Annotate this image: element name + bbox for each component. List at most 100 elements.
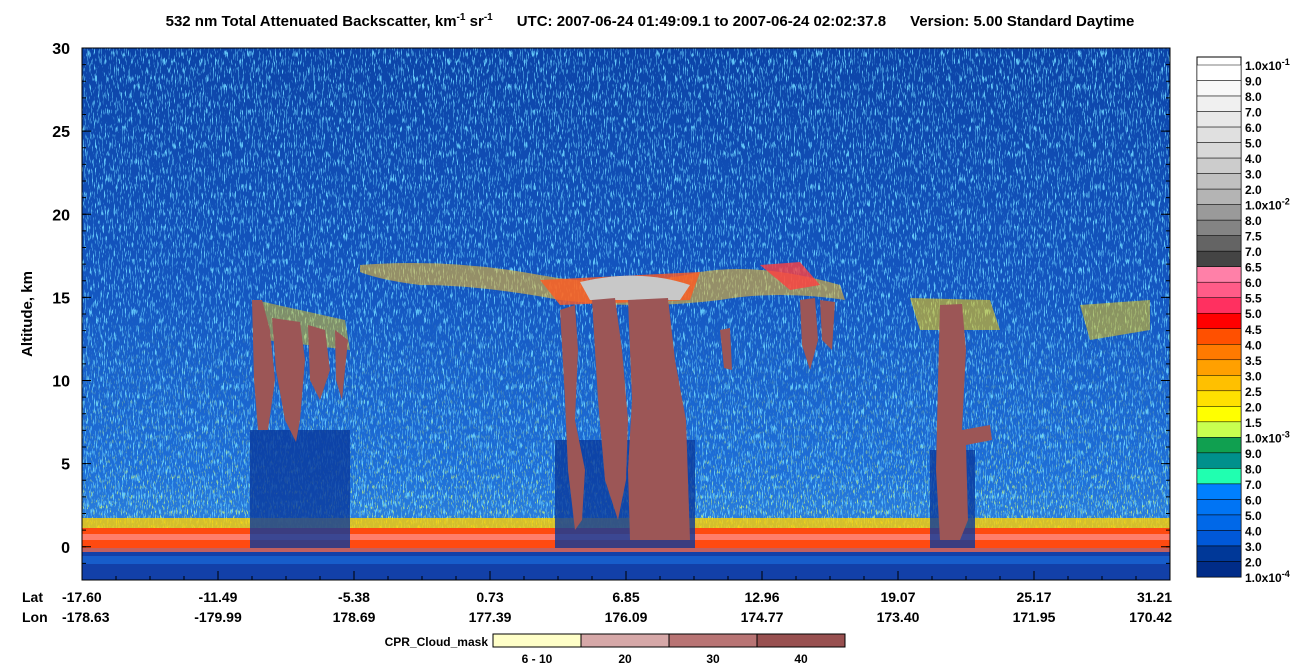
colorbar-swatch [1196, 344, 1242, 361]
colorbar-swatch [1196, 545, 1242, 562]
colorbar-label-base: 1.0x10 [1245, 59, 1282, 73]
colorbar-label: 1.5 [1245, 416, 1262, 430]
colorbar-swatch [1196, 219, 1242, 236]
colorbar-label-base: 1.0x10 [1245, 199, 1282, 213]
colorbar-label: 6.0 [1245, 276, 1262, 290]
y-axis-label: Altitude, km [19, 271, 36, 357]
colorbar-label-exp: -2 [1282, 197, 1290, 207]
colorbar-swatch [1196, 359, 1242, 376]
colorbar-label: 2.5 [1245, 385, 1262, 399]
x-tick-lon: -178.63 [62, 609, 110, 625]
colorbar-label: 1.0x10-3 [1245, 429, 1290, 445]
colorbar-swatch [1196, 452, 1242, 469]
colorbar-swatch [1196, 499, 1242, 516]
colorbar-label: 3.0 [1245, 369, 1262, 383]
y-tick-label: 20 [52, 207, 70, 224]
colorbar-swatch [1196, 561, 1242, 578]
colorbar-swatch [1196, 95, 1242, 112]
colorbar-swatch [1196, 483, 1242, 500]
colorbar-label: 4.0 [1245, 152, 1262, 166]
x-tick-lat: 19.07 [880, 589, 915, 605]
x-tick-lon: 170.42 [1129, 609, 1172, 625]
colorbar-swatch [1196, 312, 1242, 330]
colorbar-label: 3.0 [1245, 168, 1262, 182]
colorbar-label: 4.0 [1245, 338, 1262, 352]
colorbar-swatch [1196, 421, 1242, 438]
cpr-bin-label: 20 [618, 652, 632, 666]
cpr-swatch [580, 633, 670, 648]
colorbar-swatch [1196, 235, 1242, 252]
colorbar-label-exp: -4 [1282, 569, 1290, 579]
colorbar-label: 7.0 [1245, 245, 1262, 259]
colorbar-swatch [1196, 406, 1242, 423]
x-tick-lon: 178.69 [333, 609, 376, 625]
colorbar-swatch [1196, 437, 1242, 454]
colorbar-label: 8.0 [1245, 90, 1262, 104]
x-tick-lat: -5.38 [338, 589, 370, 605]
x-tick-lat: -11.49 [199, 589, 238, 605]
colorbar-label: 7.0 [1245, 106, 1262, 120]
colorbar-label: 8.0 [1245, 462, 1262, 476]
colorbar-swatch [1196, 173, 1242, 190]
x-tick-lat: 12.96 [744, 589, 779, 605]
colorbar-label: 1.0x10-1 [1245, 57, 1290, 73]
colorbar-label-exp: -3 [1282, 429, 1290, 439]
y-tick-label: 30 [52, 41, 70, 58]
title-sup: -1 [484, 12, 493, 23]
colorbar-label: 8.0 [1245, 214, 1262, 228]
colorbar-label: 2.0 [1245, 400, 1262, 414]
colorbar-swatch [1196, 530, 1242, 547]
y-tick-label: 25 [52, 124, 70, 141]
colorbar-label: 3.0 [1245, 540, 1262, 554]
colorbar-label: 6.5 [1245, 261, 1262, 275]
x-tick-lat: 25.17 [1016, 589, 1051, 605]
plot-image [82, 48, 1170, 580]
colorbar-swatch [1196, 157, 1242, 174]
colorbar-label-base: 1.0x10 [1245, 571, 1282, 585]
colorbar-label-base: 1.0x10 [1245, 431, 1282, 445]
colorbar-label: 7.5 [1245, 230, 1262, 244]
y-tick-label: 10 [52, 374, 70, 391]
cpr-bin-label: 30 [706, 652, 720, 666]
subtitle: UTC: 2007-06-24 01:49:09.1 to 2007-06-24… [517, 13, 886, 30]
x-row-label: Lat [22, 589, 43, 605]
colorbar-swatch [1196, 188, 1242, 205]
x-tick-lon: 173.40 [877, 609, 920, 625]
colorbar-swatch [1196, 111, 1242, 128]
colorbar-label: 7.0 [1245, 478, 1262, 492]
x-tick-lon: 174.77 [741, 609, 784, 625]
y-tick-label: 0 [61, 540, 70, 557]
colorbar-swatch [1196, 328, 1242, 345]
colorbar-swatch [1196, 390, 1242, 407]
cpr-swatch [492, 633, 582, 648]
colorbar-swatch [1196, 64, 1242, 81]
colorbar-swatch [1196, 126, 1242, 143]
colorbar-swatch [1196, 281, 1242, 298]
title-text: 532 nm Total Attenuated Backscatter, km [166, 13, 457, 30]
colorbar-label: 5.5 [1245, 292, 1262, 306]
colorbar-label: 6.0 [1245, 121, 1262, 135]
x-row-label: Lon [22, 609, 48, 625]
x-tick-lat: -17.60 [62, 589, 102, 605]
colorbar-label: 1.0x10-2 [1245, 197, 1290, 213]
colorbar-label: 5.0 [1245, 137, 1262, 151]
x-tick-lon: 176.09 [605, 609, 648, 625]
cpr-swatch [668, 633, 758, 648]
x-tick-lat: 0.73 [476, 589, 503, 605]
x-tick-lon: 177.39 [469, 609, 512, 625]
colorbar-label: 1.0x10-4 [1245, 569, 1290, 585]
x-tick-lon: -179.99 [194, 609, 242, 625]
colorbar-label: 6.0 [1245, 493, 1262, 507]
colorbar-label: 4.0 [1245, 524, 1262, 538]
colorbar-swatch [1196, 266, 1242, 283]
colorbar-swatch [1196, 204, 1242, 221]
y-tick-label: 15 [52, 290, 70, 307]
colorbar-swatch [1196, 297, 1242, 314]
colorbar-label: 9.0 [1245, 75, 1262, 89]
cpr-legend-title: CPR_Cloud_mask [385, 635, 489, 649]
colorbar-label: 5.0 [1245, 509, 1262, 523]
colorbar-swatch [1196, 80, 1242, 97]
version: Version: 5.00 Standard Daytime [910, 13, 1134, 30]
colorbar-label: 5.0 [1245, 307, 1262, 321]
